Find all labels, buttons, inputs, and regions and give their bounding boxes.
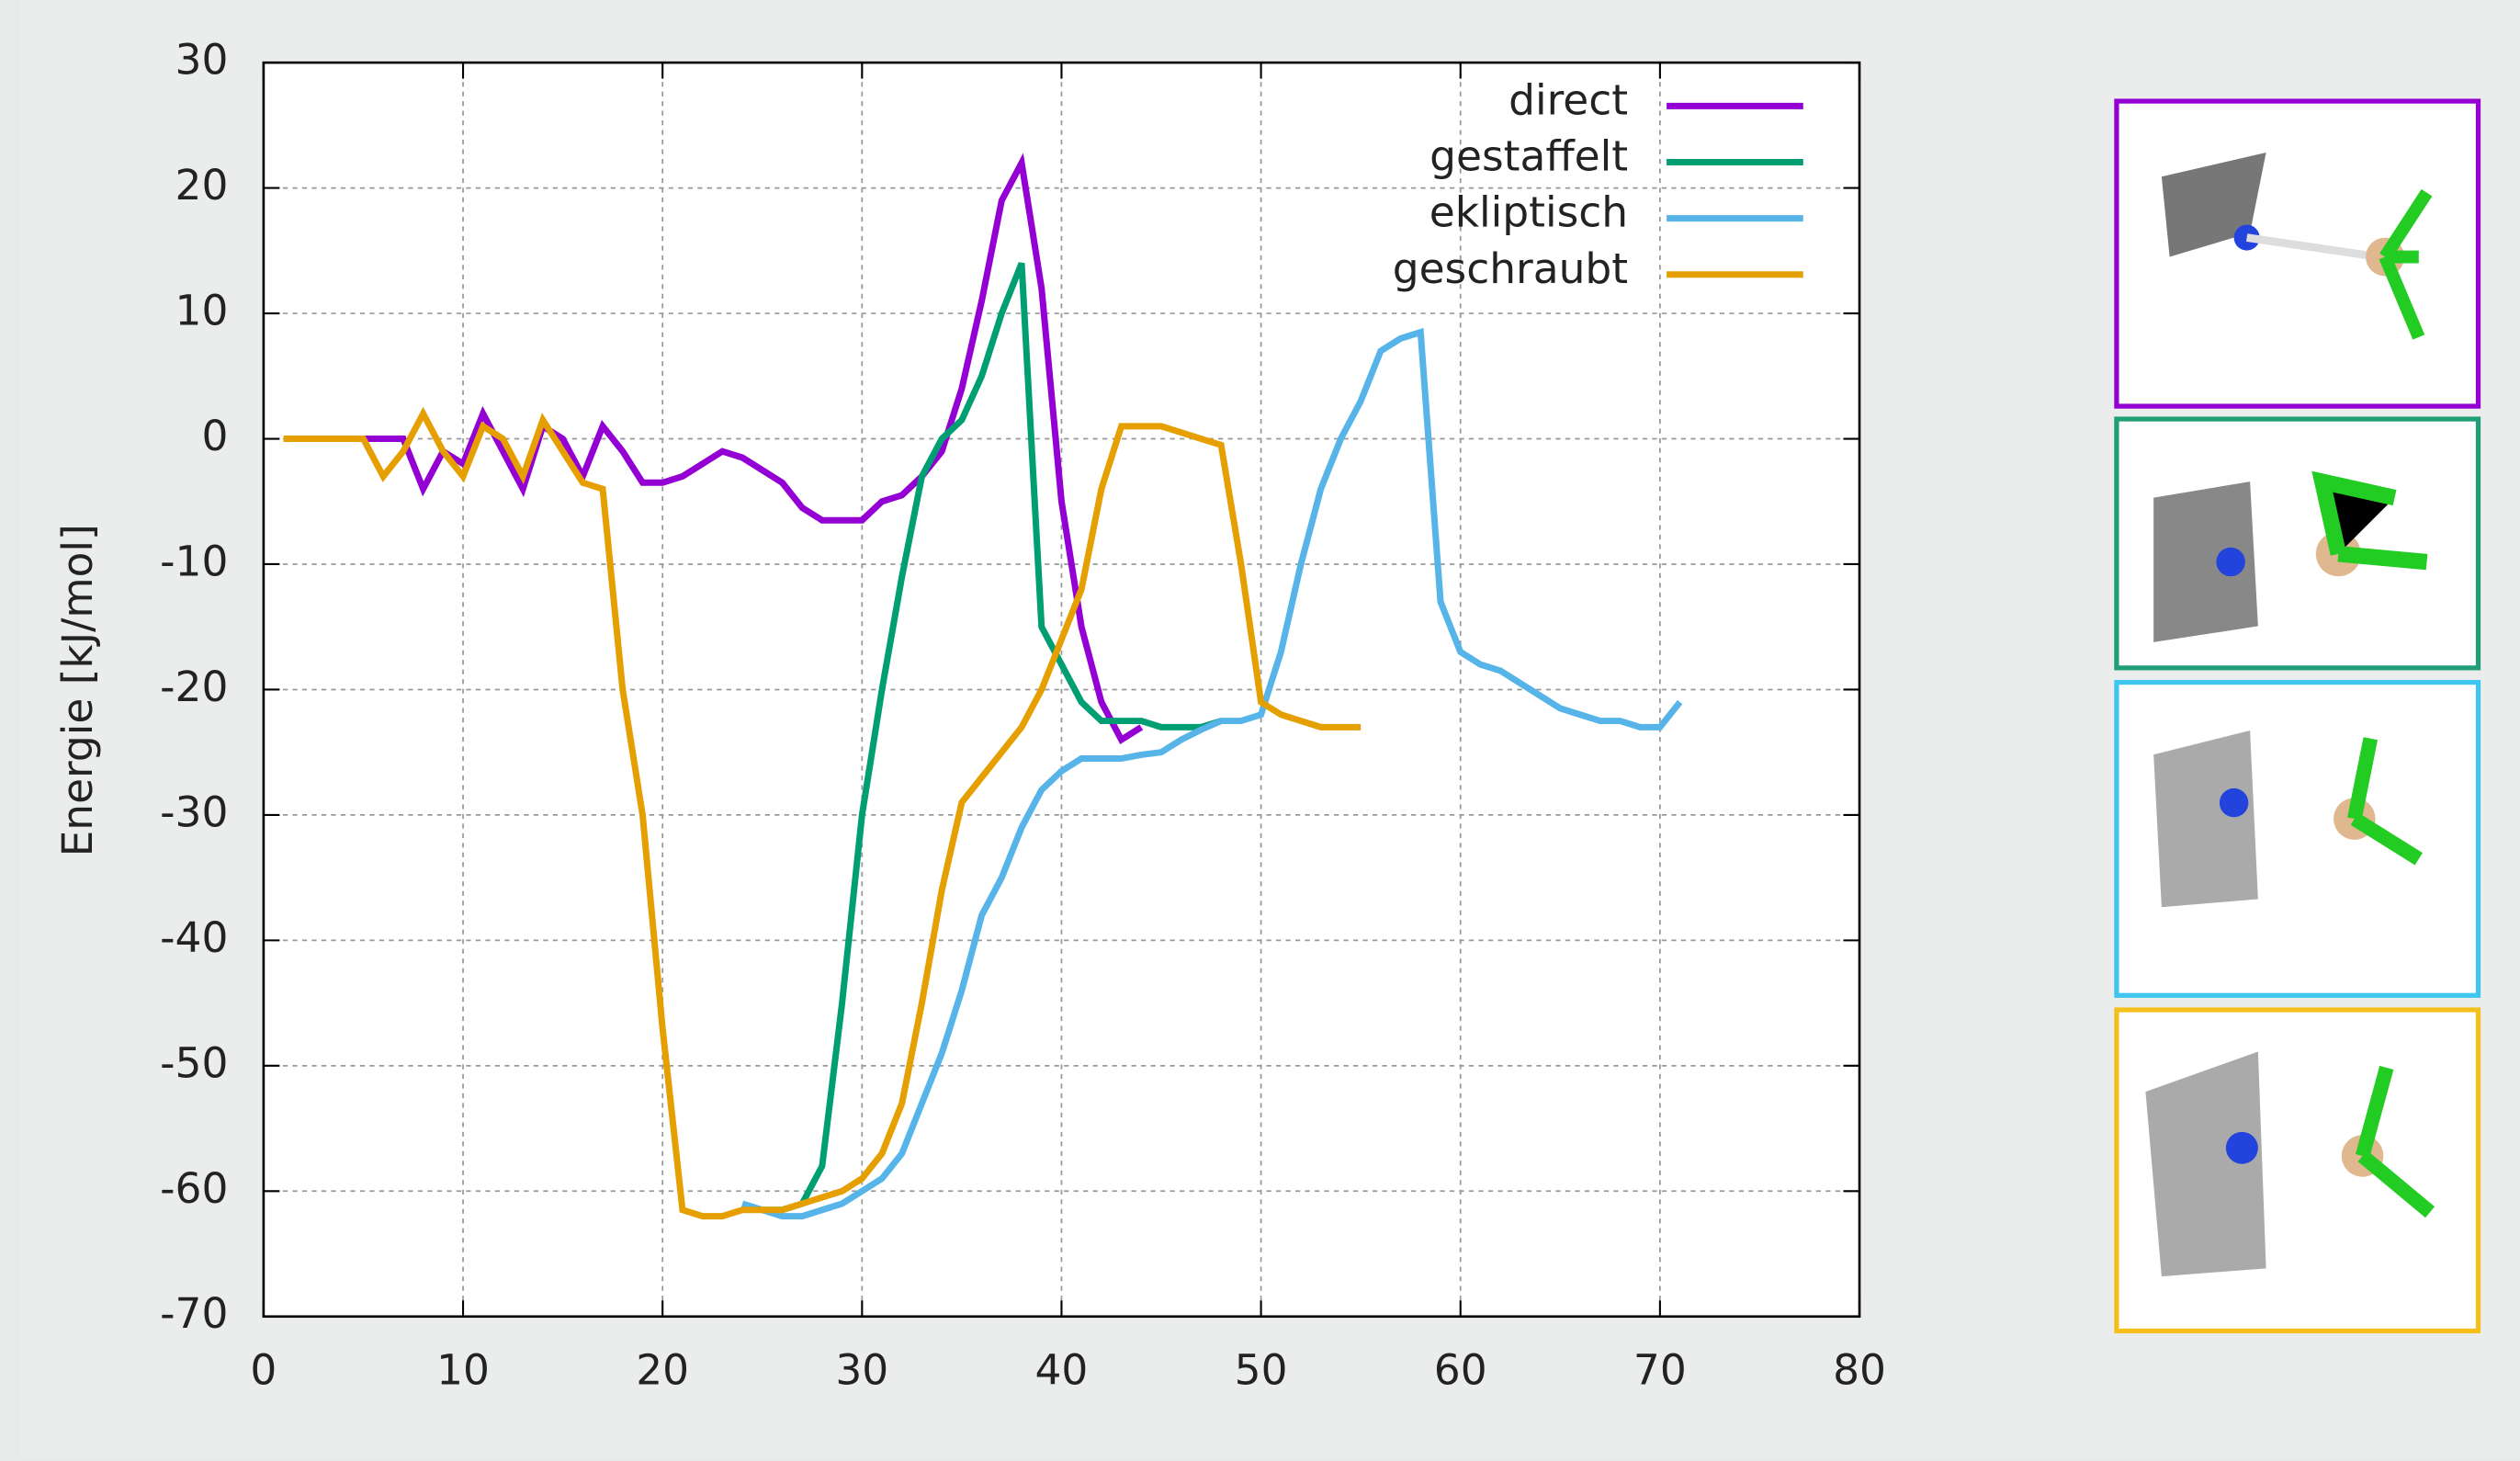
y-tick-label: -70 [160, 1289, 228, 1338]
x-tick-label: 50 [1235, 1345, 1288, 1394]
x-tick-label: 40 [1035, 1345, 1089, 1394]
molecule-panels [2117, 101, 2479, 1331]
x-tick-label: 10 [436, 1345, 490, 1394]
y-tick-label: -40 [160, 913, 228, 962]
y-tick-label: -10 [160, 538, 228, 586]
x-tick-label: 60 [1434, 1345, 1487, 1394]
y-tick-label: -30 [160, 787, 228, 836]
legend-label: geschraubt [1393, 244, 1628, 293]
x-tick-label: 70 [1633, 1345, 1687, 1394]
chart: Energie [kJ/mol] direct gestaffelt eklipti… [0, 0, 2520, 1461]
x-tick-label: 80 [1833, 1345, 1886, 1394]
molecule-panel [2117, 1010, 2479, 1331]
y-tick-label: -50 [160, 1038, 228, 1087]
y-tick-label: -60 [160, 1164, 228, 1213]
legend-label: gestaffelt [1430, 131, 1628, 180]
legend-label: direct [1509, 75, 1628, 124]
molecule-panel [2117, 101, 2479, 406]
molecule-panel [2117, 419, 2479, 668]
y-axis-label: Energie [kJ/mol] [53, 524, 102, 856]
x-tick-label: 0 [250, 1345, 277, 1394]
y-tick-label: 20 [175, 161, 229, 210]
x-tick-label: 20 [636, 1345, 689, 1394]
molecule-panel [2117, 683, 2479, 996]
y-tick-label: 0 [201, 412, 228, 460]
y-tick-label: 30 [175, 36, 229, 85]
legend-label: ekliptisch [1430, 188, 1628, 237]
y-tick-label: 10 [175, 287, 229, 335]
x-tick-label: 30 [835, 1345, 888, 1394]
y-tick-label: -20 [160, 663, 228, 711]
